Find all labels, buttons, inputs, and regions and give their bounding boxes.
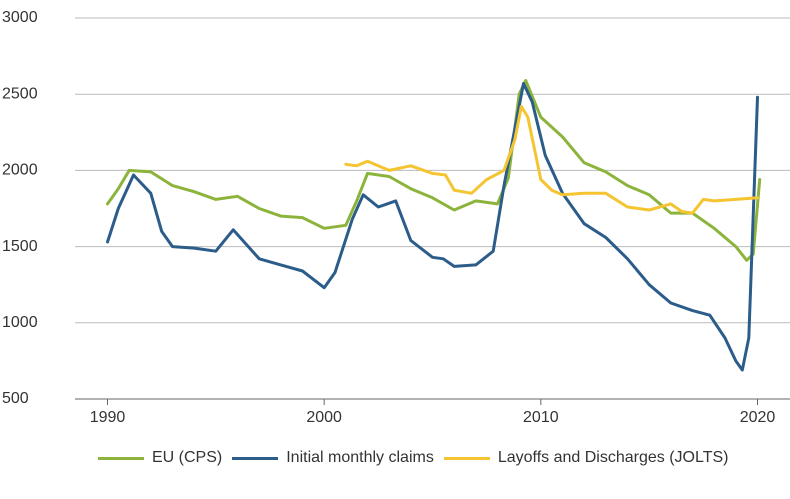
y-tick-label: 1500 [2, 238, 38, 255]
legend-item: EU (CPS) [98, 448, 222, 468]
series-line [106, 82, 759, 372]
series-line [106, 79, 762, 262]
chart: 500 1000 1500 2000 2500 3000 1990 2000 2010 2020 [2, 9, 790, 426]
legend-label: Layoffs and Discharges (JOLTS) [497, 449, 729, 466]
legend-swatch [443, 456, 490, 460]
x-tick-label: 1990 [90, 409, 126, 426]
legend-label: Initial monthly claims [286, 449, 434, 466]
x-tick-label: 2020 [740, 409, 776, 426]
legend-label: EU (CPS) [152, 449, 223, 466]
y-tick-label: 2000 [2, 162, 38, 179]
y-tick-label: 2500 [2, 85, 38, 102]
legend-item: Layoffs and Discharges (JOLTS) [443, 448, 729, 468]
x-tick-label: 2010 [523, 409, 559, 426]
legend-swatch [98, 456, 144, 460]
legend: EU (CPS) Initial monthly claims Layoffs an… [98, 448, 738, 468]
series-line [344, 104, 759, 215]
legend-swatch [232, 456, 279, 460]
y-tick-label: 1000 [2, 314, 38, 331]
legend-item: Initial monthly claims [232, 448, 434, 468]
y-tick-label: 3000 [2, 9, 38, 26]
x-tick-label: 2000 [306, 409, 342, 426]
y-tick-label: 500 [2, 390, 29, 407]
